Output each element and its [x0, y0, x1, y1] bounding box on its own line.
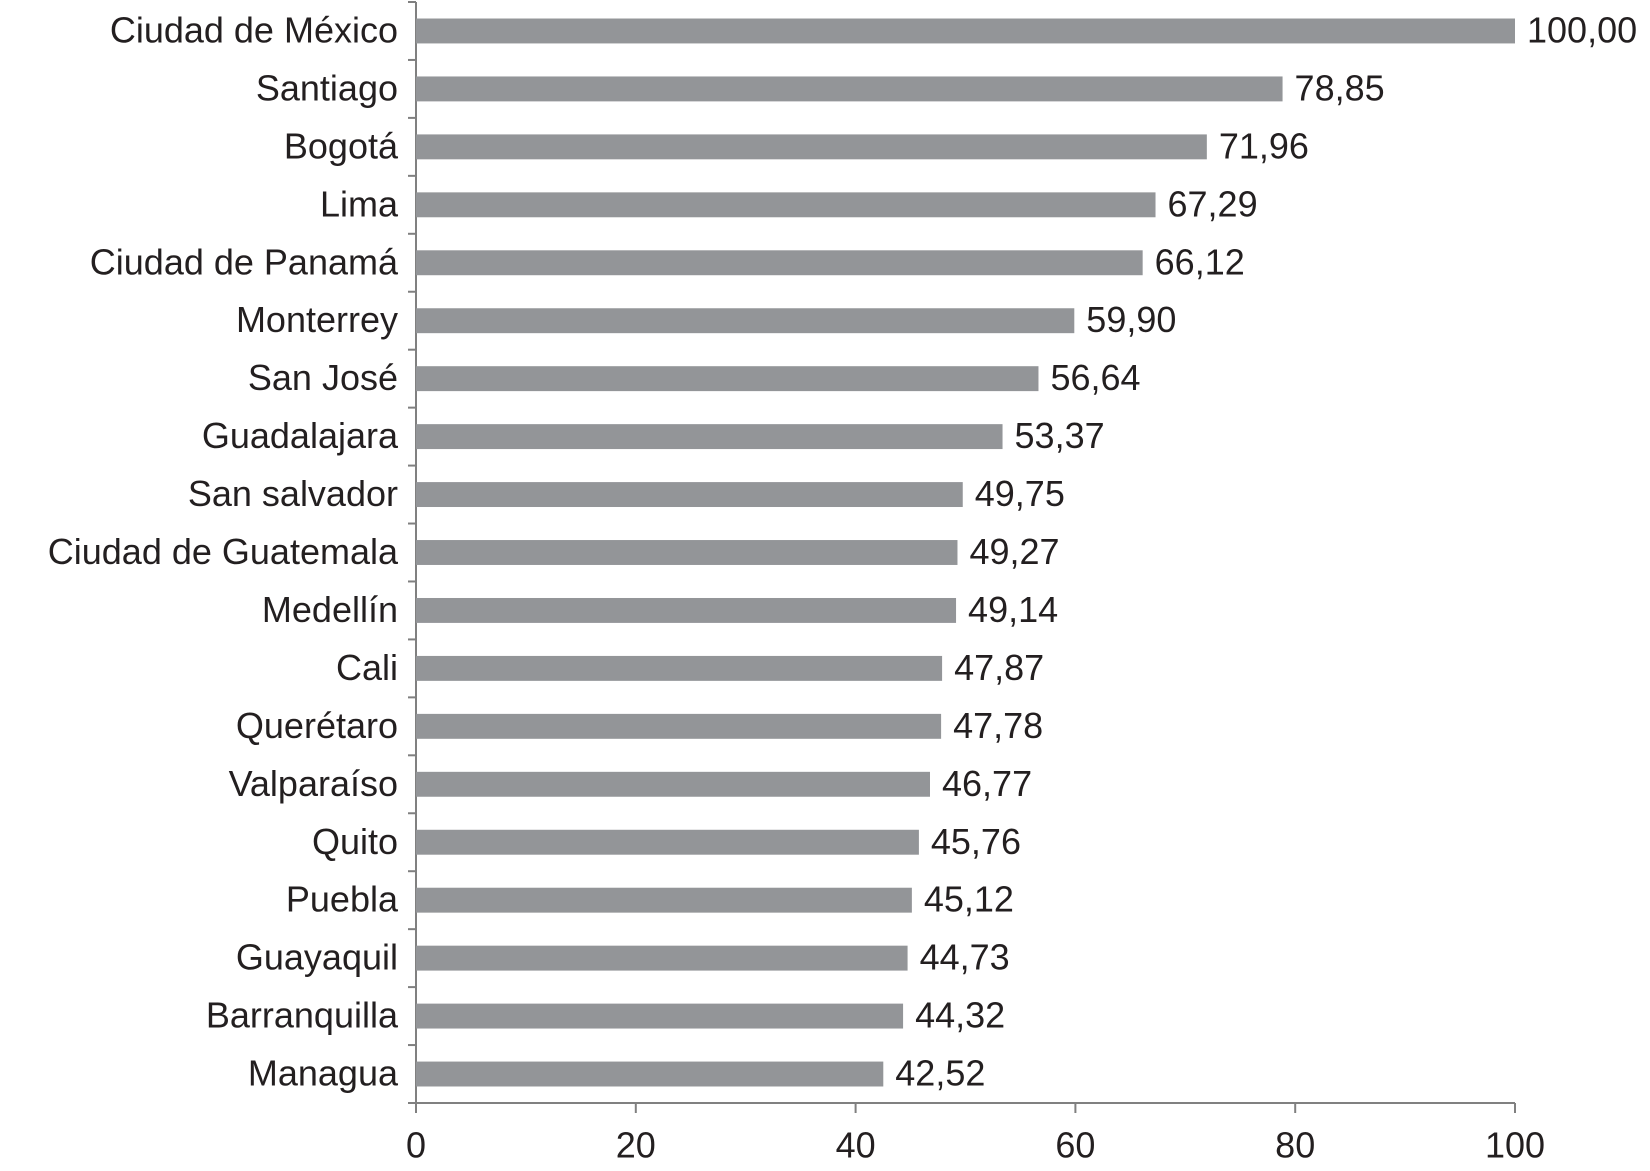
y-tick-label: Barranquilla [206, 995, 399, 1036]
x-tick-label: 40 [836, 1125, 876, 1166]
value-label: 47,87 [954, 647, 1044, 688]
y-tick-label: Puebla [286, 879, 399, 920]
y-tick-label: Querétaro [236, 705, 398, 746]
bar [416, 655, 943, 681]
bar [416, 771, 931, 797]
bar [416, 887, 912, 913]
bar [416, 18, 1515, 44]
y-tick-label: Quito [312, 821, 398, 862]
bar [416, 945, 908, 971]
y-tick-label: Valparaíso [229, 763, 398, 804]
y-tick-label: Medellín [262, 589, 398, 630]
y-tick-label: Monterrey [236, 299, 398, 340]
bar [416, 424, 1003, 450]
value-label: 56,64 [1050, 357, 1140, 398]
y-tick-label: Lima [320, 183, 399, 224]
value-label: 78,85 [1295, 67, 1385, 108]
value-label: 44,32 [915, 995, 1005, 1036]
bar [416, 134, 1207, 160]
x-tick-label: 100 [1485, 1125, 1545, 1166]
bar [416, 482, 963, 508]
value-label: 42,52 [895, 1053, 985, 1094]
bar [416, 1003, 904, 1029]
bar [416, 829, 919, 855]
value-label: 53,37 [1015, 415, 1105, 456]
x-tick-label: 80 [1275, 1125, 1315, 1166]
y-tick-label: Bogotá [284, 125, 399, 166]
value-label: 49,27 [969, 531, 1059, 572]
bar [416, 250, 1143, 276]
value-label: 59,90 [1086, 299, 1176, 340]
bar [416, 308, 1075, 334]
y-tick-label: Guayaquil [236, 937, 398, 978]
value-label: 46,77 [942, 763, 1032, 804]
value-label: 71,96 [1219, 125, 1309, 166]
y-tick-label: Ciudad de Guatemala [48, 531, 399, 572]
value-label: 49,75 [975, 473, 1065, 514]
x-tick-label: 20 [616, 1125, 656, 1166]
value-label: 67,29 [1168, 183, 1258, 224]
y-tick-label: Managua [248, 1053, 399, 1094]
y-tick-label: Guadalajara [202, 415, 399, 456]
value-label: 45,76 [931, 821, 1021, 862]
y-tick-label: Santiago [256, 67, 398, 108]
bar [416, 540, 958, 565]
y-tick-label: San salvador [188, 473, 398, 514]
y-tick-label: Cali [336, 647, 398, 688]
value-label: 45,12 [924, 879, 1014, 920]
y-tick-label: Ciudad de México [110, 9, 398, 50]
bar [416, 713, 942, 739]
value-label: 66,12 [1155, 241, 1245, 282]
value-label: 100,00 [1527, 9, 1637, 50]
bar [416, 597, 957, 623]
value-label: 49,14 [968, 589, 1058, 630]
bar [416, 366, 1039, 392]
value-label: 44,73 [920, 937, 1010, 978]
bar [416, 1061, 884, 1087]
bar [416, 192, 1156, 218]
y-tick-label: San José [248, 357, 398, 398]
y-tick-label: Ciudad de Panamá [90, 241, 399, 282]
value-label: 47,78 [953, 705, 1043, 746]
bar [416, 76, 1283, 102]
x-tick-label: 60 [1055, 1125, 1095, 1166]
x-tick-label: 0 [406, 1125, 426, 1166]
